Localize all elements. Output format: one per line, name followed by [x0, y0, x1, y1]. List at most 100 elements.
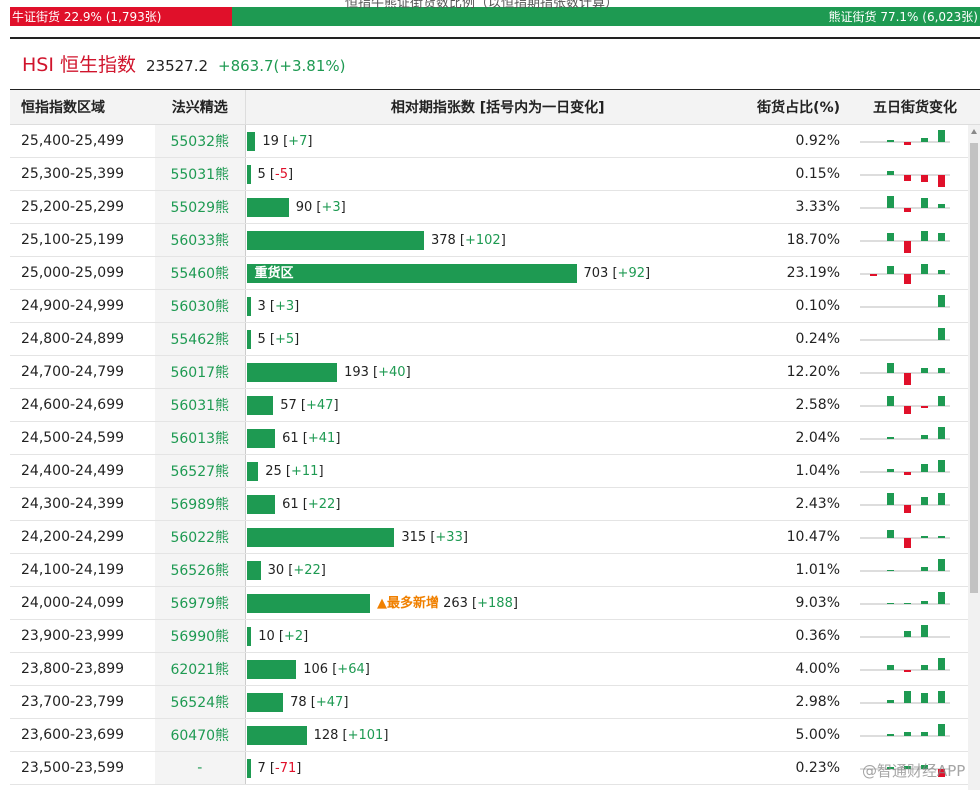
count-bar	[246, 462, 259, 481]
row-share-pct: 0.23%	[750, 751, 850, 785]
scroll-thumb[interactable]	[970, 143, 978, 593]
row-pick-code-link[interactable]: 55029熊	[155, 190, 245, 224]
count-bar	[246, 561, 261, 580]
trend-bar	[938, 658, 945, 670]
table-row[interactable]: 24,400-24,499 56527熊 25 [+11] 1.04%	[10, 454, 980, 488]
trend-bar	[921, 665, 928, 670]
table-row[interactable]: 23,500-23,599-7 [-71] 0.23%	[10, 751, 980, 785]
table-row[interactable]: 23,800-23,899 62021熊 106 [+64] 4.00%	[10, 652, 980, 686]
row-range: 23,800-23,899	[10, 652, 155, 686]
trend-bar	[921, 536, 928, 538]
row-five-day-trend	[850, 553, 980, 587]
trend-bar	[938, 493, 945, 505]
trend-bar	[921, 175, 928, 182]
row-share-pct: 10.47%	[750, 520, 850, 554]
count-change: +22	[293, 563, 321, 578]
trend-bar	[904, 505, 911, 513]
count-bar	[246, 759, 251, 778]
row-pick-code-link[interactable]: 56013熊	[155, 421, 245, 455]
table-row[interactable]: 24,300-24,399 56989熊 61 [+22] 2.43%	[10, 487, 980, 521]
table-row[interactable]: 24,500-24,599 56013熊 61 [+41] 2.04%	[10, 421, 980, 455]
row-pick-code-link[interactable]: 56989熊	[155, 487, 245, 521]
row-bar-cell: 10 [+2]	[244, 619, 750, 653]
table-row[interactable]: 24,800-24,899 55462熊 5 [+5] 0.24%	[10, 322, 980, 356]
count-bar	[246, 693, 284, 712]
table-row[interactable]: 25,200-25,299 55029熊 90 [+3] 3.33%	[10, 190, 980, 224]
count-value: 3	[257, 299, 266, 314]
count-value: 10	[258, 629, 275, 644]
row-range: 23,500-23,599	[10, 751, 155, 785]
row-pick-code-link[interactable]: 56524熊	[155, 685, 245, 719]
table-row[interactable]: 24,600-24,699 56031熊 57 [+47] 2.58%	[10, 388, 980, 422]
row-pick-code-link[interactable]: 56031熊	[155, 388, 245, 422]
row-pick-code-link[interactable]: 60470熊	[155, 718, 245, 752]
count-change: +101	[347, 728, 384, 743]
count-value: 5	[257, 167, 266, 182]
most-added-note: ▲最多新增	[376, 596, 439, 611]
index-title: HSI 恒生指数	[22, 54, 136, 76]
trend-sparkline	[860, 328, 950, 341]
table-row[interactable]: 24,700-24,799 56017熊 193 [+40] 12.20%	[10, 355, 980, 389]
row-five-day-trend	[850, 520, 980, 554]
table-row[interactable]: 24,000-24,099 56979熊 ▲最多新增 263 [+188] 9.03%	[10, 586, 980, 620]
table-row[interactable]: 25,100-25,199 56033熊 378 [+102] 18.70%	[10, 223, 980, 257]
count-change: +47	[306, 398, 334, 413]
row-pick-code-link[interactable]: 55460熊	[155, 256, 245, 290]
trend-bar	[904, 538, 911, 548]
row-pick-code-link[interactable]: 56979熊	[155, 586, 245, 620]
row-five-day-trend	[850, 157, 980, 191]
table-row[interactable]: 25,300-25,399 55031熊 5 [-5] 0.15%	[10, 157, 980, 191]
count-change: +3	[275, 299, 295, 314]
scrollbar[interactable]	[968, 125, 980, 790]
trend-bar	[887, 469, 894, 472]
row-bar-cell: 106 [+64]	[244, 652, 750, 686]
row-five-day-trend	[850, 124, 980, 158]
table-row[interactable]: 23,700-23,799 56524熊 78 [+47] 2.98%	[10, 685, 980, 719]
row-pick-code-link[interactable]: 55462熊	[155, 322, 245, 356]
header-range: 恒指指数区域	[10, 89, 155, 125]
trend-bar	[887, 233, 894, 241]
trend-bar	[887, 734, 894, 736]
count-change: +7	[288, 134, 308, 149]
trend-bar	[887, 767, 894, 769]
count-label: 5 [-5]	[257, 167, 294, 182]
row-five-day-trend	[850, 685, 980, 719]
trend-bar	[887, 171, 894, 175]
table-row[interactable]: 24,100-24,199 56526熊 30 [+22] 1.01%	[10, 553, 980, 587]
trend-bar	[921, 497, 928, 505]
row-bar-cell: 7 [-71]	[244, 751, 750, 785]
header-pct: 街货占比(%)	[750, 89, 850, 125]
table-row[interactable]: 23,900-23,999 56990熊 10 [+2] 0.36%	[10, 619, 980, 653]
trend-bar	[870, 274, 877, 276]
row-share-pct: 0.36%	[750, 619, 850, 653]
count-change: -5	[275, 167, 288, 182]
row-pick-code-link[interactable]: 55031熊	[155, 157, 245, 191]
count-bar	[246, 627, 252, 646]
row-pick-code-link[interactable]: 55032熊	[155, 124, 245, 158]
trend-bar	[904, 274, 911, 284]
table-row[interactable]: 24,200-24,299 56022熊 315 [+33] 10.47%	[10, 520, 980, 554]
scroll-up-arrow-icon[interactable]	[971, 129, 977, 134]
count-change: +102	[464, 233, 501, 248]
table-row[interactable]: 23,600-23,699 60470熊 128 [+101] 5.00%	[10, 718, 980, 752]
count-label: 193 [+40]	[344, 365, 411, 380]
row-pick-code-link[interactable]: 56526熊	[155, 553, 245, 587]
row-pick-code-link[interactable]: 62021熊	[155, 652, 245, 686]
row-pick-code-link[interactable]: 56990熊	[155, 619, 245, 653]
table-row[interactable]: 24,900-24,999 56030熊 3 [+3] 0.10%	[10, 289, 980, 323]
trend-bar	[887, 603, 894, 604]
trend-sparkline	[860, 130, 950, 145]
count-label: 7 [-71]	[257, 761, 302, 776]
trend-sparkline	[860, 625, 950, 638]
row-pick-code-link[interactable]: 56527熊	[155, 454, 245, 488]
row-pick-code-link[interactable]: 56030熊	[155, 289, 245, 323]
count-bar: 重货区	[246, 264, 577, 283]
table-row[interactable]: 25,000-25,099 55460熊 重货区 703 [+92] 23.19%	[10, 256, 980, 290]
row-pick-code-link[interactable]: 56033熊	[155, 223, 245, 257]
count-change: +3	[321, 200, 341, 215]
row-pick-code-link[interactable]: 56022熊	[155, 520, 245, 554]
trend-bar	[921, 406, 928, 408]
trend-bar	[887, 493, 894, 505]
table-row[interactable]: 25,400-25,499 55032熊 19 [+7] 0.92%	[10, 124, 980, 158]
row-pick-code-link[interactable]: 56017熊	[155, 355, 245, 389]
